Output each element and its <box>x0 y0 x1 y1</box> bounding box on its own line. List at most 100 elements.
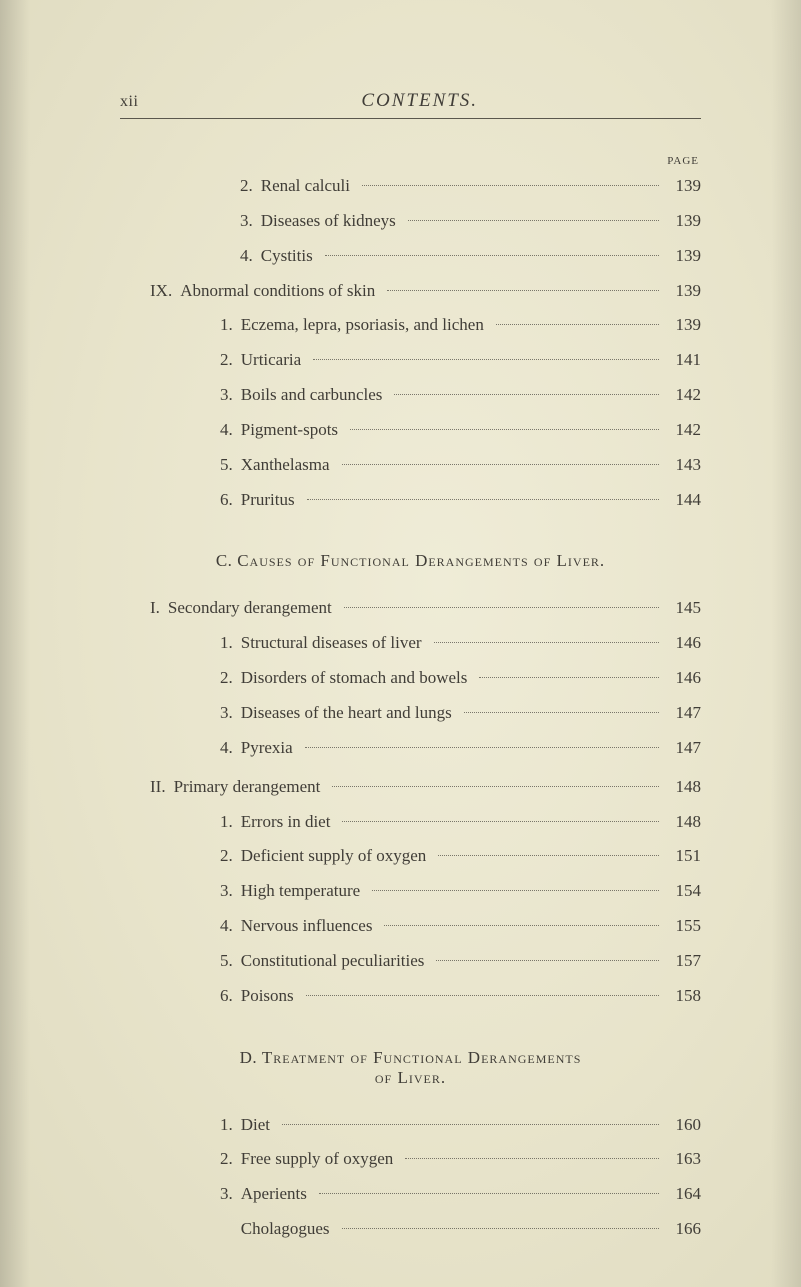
entry-page: 151 <box>665 839 701 874</box>
entry-number: IX. <box>150 274 172 309</box>
entry-page: 163 <box>665 1142 701 1177</box>
entry-label: Renal calculi <box>261 169 356 204</box>
section-heading-line2: of Liver. <box>375 1068 446 1087</box>
toc-entry: 6.Pruritus 144 <box>120 483 701 518</box>
entry-label: Free supply of oxygen <box>241 1142 400 1177</box>
toc-entry: 3.Aperients164 <box>120 1177 701 1212</box>
entry-label: Cholagogues <box>241 1212 336 1247</box>
entry-label: Disorders of stomach and bowels <box>241 661 474 696</box>
toc-entry: 4.Pyrexia147 <box>120 731 701 766</box>
toc-entry: 2.Free supply of oxygen163 <box>120 1142 701 1177</box>
entry-label: Diseases of the heart and lungs <box>241 696 458 731</box>
section-letter: C. <box>216 551 237 570</box>
entry-number: 4. <box>220 909 233 944</box>
toc-entry: 2.Deficient supply of oxygen151 <box>120 839 701 874</box>
entry-page: 144 <box>665 483 701 518</box>
leader-dots <box>344 607 659 608</box>
leader-dots <box>408 220 659 221</box>
entry-label: Deficient supply of oxygen <box>241 839 433 874</box>
toc-entry: 1.Eczema, lepra, psoriasis, and lichen13… <box>120 308 701 343</box>
entry-number: II. <box>150 770 166 805</box>
entry-page: 139 <box>665 204 701 239</box>
leader-dots <box>479 677 659 678</box>
page: xii CONTENTS. PAGE 2.Renal calculi1393.D… <box>0 0 801 1287</box>
leader-dots <box>496 324 659 325</box>
entry-label: Pruritus <box>241 483 301 518</box>
leader-dots <box>362 185 659 186</box>
entry-page: 155 <box>665 909 701 944</box>
leader-dots <box>405 1158 659 1159</box>
entry-label: Constitutional peculiarities <box>241 944 431 979</box>
toc-roman-entry: II. Primary derangement 148 <box>120 770 701 805</box>
toc-entry: 2.Urticaria141 <box>120 343 701 378</box>
leader-dots <box>306 995 659 996</box>
entry-number: 2. <box>240 169 253 204</box>
entry-number: 6. <box>220 483 233 518</box>
entry-page: 166 <box>665 1212 701 1247</box>
entry-page: 148 <box>665 805 701 840</box>
toc-entry: 1.Structural diseases of liver146 <box>120 626 701 661</box>
leader-dots <box>384 925 659 926</box>
entry-number: 4. <box>240 239 253 274</box>
entry-label: Pigment-spots <box>241 413 344 448</box>
entry-label: Aperients <box>241 1177 313 1212</box>
section-heading: Treatment of Functional Derangements <box>262 1048 582 1067</box>
entry-number: 5. <box>220 944 233 979</box>
leader-dots <box>342 821 659 822</box>
entry-label: Diet <box>241 1108 276 1143</box>
entry-page: 142 <box>665 378 701 413</box>
toc-entry: 0.Cholagogues166 <box>120 1212 701 1247</box>
toc-entry: 1.Errors in diet148 <box>120 805 701 840</box>
entry-page: 147 <box>665 731 701 766</box>
toc-entry: 1.Diet160 <box>120 1108 701 1143</box>
entry-label: Errors in diet <box>241 805 337 840</box>
entry-page: 143 <box>665 448 701 483</box>
leader-dots <box>436 960 659 961</box>
entry-page: 160 <box>665 1108 701 1143</box>
toc-entry: 4.Pigment-spots142 <box>120 413 701 448</box>
entry-number: 6. <box>220 979 233 1014</box>
entry-page: 146 <box>665 626 701 661</box>
entry-page: 145 <box>665 591 701 626</box>
entry-number: 3. <box>240 204 253 239</box>
running-head: xii CONTENTS. <box>120 90 701 112</box>
leader-dots <box>319 1193 659 1194</box>
toc-entry: 2.Renal calculi 139 <box>120 169 701 204</box>
entry-label: Xanthelasma <box>241 448 336 483</box>
leader-dots <box>372 890 659 891</box>
leader-dots <box>332 786 659 787</box>
toc-entry: 5.Xanthelasma 143 <box>120 448 701 483</box>
toc-entry: 3.High temperature154 <box>120 874 701 909</box>
toc-entry: 4.Cystitis139 <box>120 239 701 274</box>
leader-dots <box>305 747 659 748</box>
entry-page: 141 <box>665 343 701 378</box>
toc-entry: 3.Diseases of kidneys 139 <box>120 204 701 239</box>
leader-dots <box>307 499 659 500</box>
entry-page: 142 <box>665 413 701 448</box>
entry-number: 5. <box>220 448 233 483</box>
section-d-title: D. Treatment of Functional Derangements … <box>120 1048 701 1088</box>
toc-roman-entry: IX. Abnormal conditions of skin 139 <box>120 274 701 309</box>
entry-label: Eczema, lepra, psoriasis, and lichen <box>241 308 490 343</box>
entry-number: 3. <box>220 696 233 731</box>
entry-page: 139 <box>665 308 701 343</box>
entry-page: 148 <box>665 770 701 805</box>
entry-label: Abnormal conditions of skin <box>180 274 381 309</box>
leader-dots <box>350 429 659 430</box>
entry-number: 2. <box>220 661 233 696</box>
page-shadow-right <box>771 0 801 1287</box>
page-column-label: PAGE <box>120 155 701 167</box>
entry-label: Diseases of kidneys <box>261 204 402 239</box>
leader-dots <box>282 1124 659 1125</box>
entry-label: Primary derangement <box>174 770 327 805</box>
toc-entry: 2.Disorders of stomach and bowels 146 <box>120 661 701 696</box>
toc-entry: 3.Diseases of the heart and lungs147 <box>120 696 701 731</box>
page-shadow-left <box>0 0 30 1287</box>
leader-dots <box>313 359 659 360</box>
entry-page: 139 <box>665 169 701 204</box>
entry-number: 1. <box>220 626 233 661</box>
entry-page: 164 <box>665 1177 701 1212</box>
entry-label: Nervous influences <box>241 909 379 944</box>
entry-page: 146 <box>665 661 701 696</box>
entry-label: Urticaria <box>241 343 307 378</box>
